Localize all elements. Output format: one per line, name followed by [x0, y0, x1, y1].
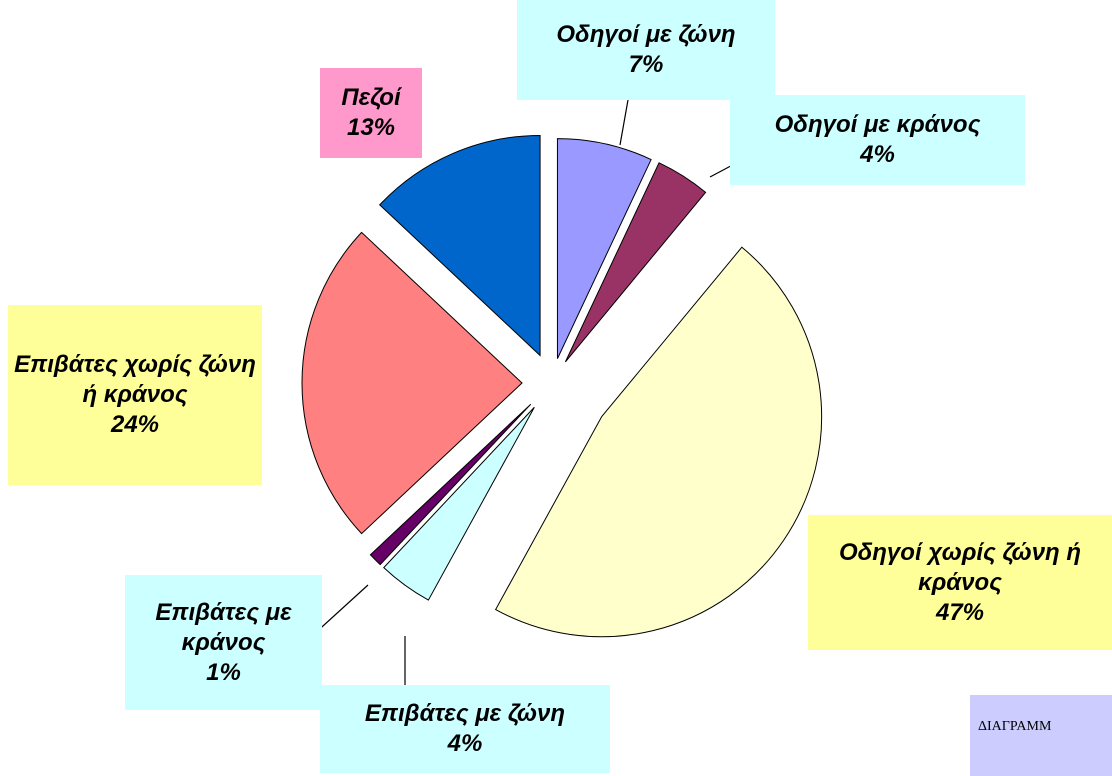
- value-label: 1%: [206, 658, 241, 686]
- slice-label: Οδηγοί με κράνος 4%: [730, 95, 1025, 185]
- category-name: Οδηγοί με κράνος: [774, 111, 981, 138]
- value-label: 24%: [110, 411, 160, 438]
- pie-slice: [379, 134, 541, 357]
- value-label: 4%: [860, 141, 895, 168]
- value-label: 47%: [935, 598, 985, 626]
- category-name: Επιβάτες με ζώνη: [364, 700, 566, 727]
- slice-label: Επιβάτες με κράνος 1%: [125, 575, 322, 710]
- annotation: ΔΙΑΓΡΑΜΜ: [970, 695, 1112, 776]
- slice-label: Επιβάτες χωρίς ζώνη ή κράνος 24%: [8, 305, 262, 485]
- slice-label: Επιβάτες με ζώνη 4%: [320, 685, 610, 773]
- category-name: Πεζοί: [341, 84, 401, 111]
- slice-label: Πεζοί 13%: [320, 68, 422, 158]
- value-label: 4%: [447, 730, 483, 757]
- slice-label: Οδηγοί με ζώνη 7%: [517, 0, 775, 100]
- pie-slice: [494, 246, 823, 638]
- pie-slice: [556, 138, 652, 359]
- pie-slice: [564, 162, 707, 363]
- value-label: 13%: [346, 114, 396, 141]
- pie-slice: [369, 403, 532, 566]
- leader-line: [619, 99, 629, 146]
- category-name: Επιβάτες με κράνος: [155, 598, 292, 656]
- pie-slice: [301, 231, 523, 535]
- category-name: Επιβάτες χωρίς ζώνη ή κράνος: [14, 351, 256, 408]
- value-label: 7%: [628, 51, 664, 78]
- category-name: Οδηγοί με ζώνη: [556, 21, 736, 48]
- pie-slice: [383, 406, 535, 601]
- category-name: Οδηγοί χωρίς ζώνη ή κράνος: [838, 538, 1082, 596]
- slice-label: Οδηγοί χωρίς ζώνη ή κράνος 47%: [808, 515, 1112, 650]
